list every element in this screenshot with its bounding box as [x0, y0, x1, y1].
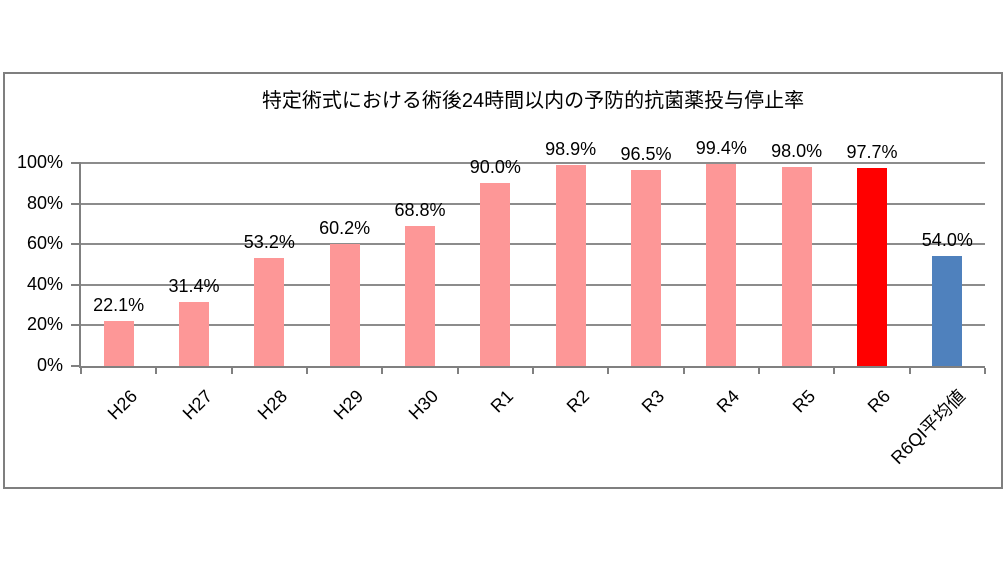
x-axis-label-text-H27: H27: [178, 386, 217, 424]
bar-R2: [555, 165, 586, 366]
y-axis-tick-100: [71, 162, 81, 164]
y-axis-tick-20: [71, 324, 81, 327]
gridline-100: [81, 162, 985, 164]
chart-frame: 特定術式における術後24時間以内の予防的抗菌薬投与停止率 22.1% 31.4% 5…: [3, 72, 1003, 489]
bar-R6QI平均値: [932, 256, 963, 366]
data-label-R3: 96.5%: [620, 144, 672, 165]
y-axis-label-40: 40%: [26, 273, 63, 294]
data-label-R4: 99.4%: [695, 138, 747, 159]
x-axis-tick-3: [306, 368, 308, 374]
y-axis-label-60: 60%: [26, 233, 63, 254]
x-axis-label-text-R1: R1: [487, 386, 518, 417]
y-axis-tick-80: [71, 202, 81, 205]
bar-R1: [480, 183, 511, 366]
y-axis-label-0: 0%: [36, 355, 63, 375]
bar-R6: [857, 167, 887, 366]
bar-H26: [103, 321, 134, 366]
y-axis-label-20: 20%: [26, 314, 63, 335]
x-axis-label-text-H30: H30: [404, 386, 443, 424]
data-label-H29: 60.2%: [319, 217, 371, 238]
y-axis-label-80: 80%: [26, 192, 63, 213]
x-axis-tick-12: [984, 368, 986, 374]
x-axis-label-text-R6: R6: [863, 386, 895, 417]
chart-title: 特定術式における術後24時間以内の予防的抗菌薬投与停止率: [261, 90, 805, 112]
bar-H30: [405, 226, 435, 366]
data-label-R5: 98.0%: [771, 141, 823, 162]
y-axis-tick-60: [71, 243, 81, 246]
gridline-60: [81, 243, 985, 246]
bar-R4: [706, 164, 737, 366]
y-axis-label-100: 100%: [16, 152, 63, 172]
plot-area: 22.1% 31.4% 53.2% 60.2% 68.8% 90.0% 98.9% 96.5%…: [79, 138, 985, 368]
data-label-H27: 31.4%: [168, 276, 220, 297]
data-label-H26: 22.1%: [93, 295, 145, 316]
x-axis-tick-9: [758, 368, 760, 374]
x-axis-tick-10: [833, 368, 836, 374]
data-label-R2: 98.9%: [545, 139, 597, 160]
x-axis-tick-2: [230, 368, 233, 374]
bar-H28: [254, 258, 285, 366]
gridline-20: [81, 324, 985, 327]
x-axis-tick-5: [456, 368, 459, 374]
x-axis-tick-7: [607, 368, 610, 374]
gridline-40: [81, 283, 985, 286]
x-axis-tick-4: [381, 368, 384, 374]
x-axis-label-text-H26: H26: [103, 386, 141, 424]
x-axis-label-text-R2: R2: [562, 386, 593, 417]
x-axis-label-text-H29: H29: [329, 386, 367, 424]
x-axis-tick-6: [532, 368, 534, 374]
y-axis-tick-40: [71, 283, 81, 286]
x-axis-tick-0: [80, 368, 82, 374]
bar-R5: [781, 167, 812, 366]
x-axis-label-text-R5: R5: [788, 386, 819, 417]
x-axis-tick-1: [155, 368, 158, 374]
bar-H29: [329, 243, 360, 366]
x-axis-tick-8: [682, 368, 685, 374]
data-label-R6: 97.7%: [846, 141, 898, 162]
data-label-R6QI平均値: 54.0%: [921, 230, 973, 251]
bar-H27: [179, 302, 209, 366]
gridline-80: [81, 202, 985, 205]
x-axis-tick-11: [908, 368, 911, 374]
data-label-H30: 68.8%: [394, 200, 446, 221]
data-label-R1: 90.0%: [469, 157, 521, 178]
y-axis-tick-0: [71, 365, 81, 367]
x-axis-label-text-H28: H28: [253, 386, 292, 424]
x-axis-label-text-R3: R3: [637, 386, 669, 417]
bar-R3: [631, 170, 661, 366]
data-label-H28: 53.2%: [243, 232, 295, 252]
x-axis-label-text-R6QI平均値: R6QI平均値: [887, 386, 970, 469]
x-axis-label-text-R4: R4: [713, 386, 744, 417]
